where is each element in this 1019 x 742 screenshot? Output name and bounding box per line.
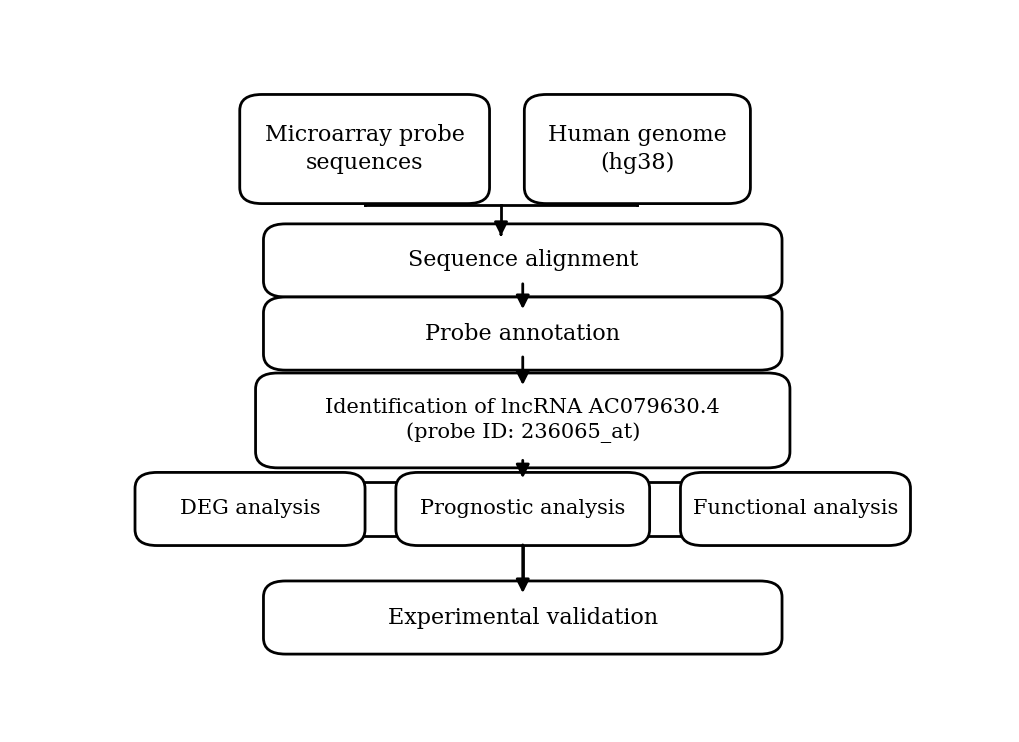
FancyBboxPatch shape — [256, 373, 789, 468]
FancyBboxPatch shape — [135, 473, 365, 545]
Text: Human genome
(hg38): Human genome (hg38) — [547, 124, 726, 174]
FancyBboxPatch shape — [263, 581, 782, 654]
Text: Sequence alignment: Sequence alignment — [408, 249, 637, 272]
Text: Probe annotation: Probe annotation — [425, 323, 620, 344]
Text: Prognostic analysis: Prognostic analysis — [420, 499, 625, 519]
FancyBboxPatch shape — [263, 297, 782, 370]
FancyBboxPatch shape — [395, 473, 649, 545]
FancyBboxPatch shape — [239, 94, 489, 203]
Text: Experimental validation: Experimental validation — [387, 606, 657, 628]
Text: DEG analysis: DEG analysis — [179, 499, 320, 519]
FancyBboxPatch shape — [263, 224, 782, 297]
Text: Identification of lncRNA AC079630.4
(probe ID: 236065_at): Identification of lncRNA AC079630.4 (pro… — [325, 398, 719, 443]
FancyBboxPatch shape — [680, 473, 910, 545]
Text: Microarray probe
sequences: Microarray probe sequences — [265, 124, 464, 174]
FancyBboxPatch shape — [524, 94, 750, 203]
Text: Functional analysis: Functional analysis — [692, 499, 898, 519]
